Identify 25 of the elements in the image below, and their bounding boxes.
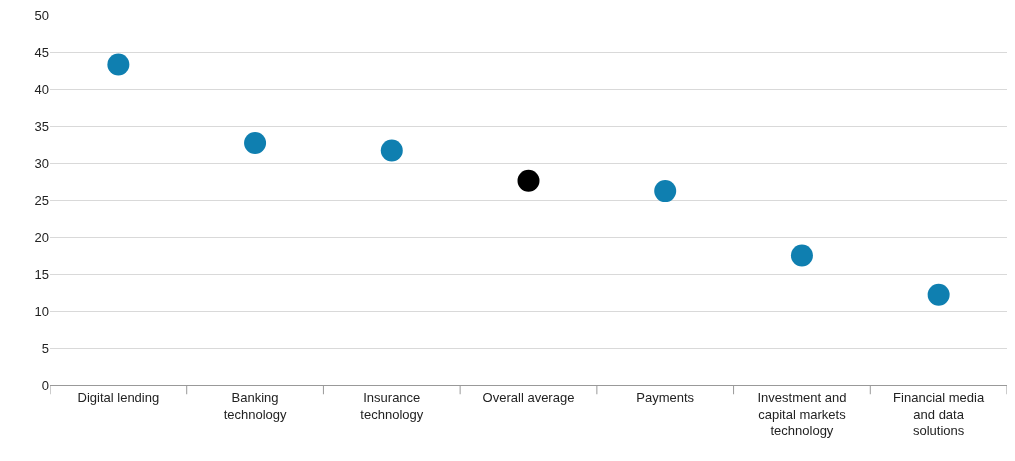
y-tick-label: 5: [41, 340, 49, 356]
x-tick-label: Insurance technology: [360, 389, 424, 422]
y-tick-label: 25: [34, 192, 49, 208]
y-tick-label: 15: [34, 266, 49, 282]
y-tick-label: 45: [34, 44, 49, 60]
y-tick-label: 40: [34, 81, 49, 97]
y-tick-label: 0: [41, 377, 49, 393]
y-tick-label: 20: [34, 229, 49, 245]
x-tick-label: Financial media and data solutions: [893, 389, 985, 439]
x-tick-label: Payments: [636, 389, 695, 405]
x-tick-label: Overall average: [482, 389, 575, 405]
y-tick-label: 30: [34, 155, 49, 171]
point: [107, 53, 130, 76]
point: [790, 244, 813, 267]
point: [517, 169, 540, 192]
point: [380, 139, 403, 162]
point: [654, 180, 677, 203]
point: [244, 132, 267, 155]
y-tick-label: 50: [34, 7, 49, 23]
x-tick-label: Digital lending: [77, 389, 160, 405]
x-tick-label: Investment and capital markets technology: [757, 389, 847, 439]
point: [927, 283, 950, 306]
y-tick-label: 35: [34, 118, 49, 134]
y-tick-label: 10: [34, 303, 49, 319]
x-tick-label: Banking technology: [223, 389, 287, 422]
